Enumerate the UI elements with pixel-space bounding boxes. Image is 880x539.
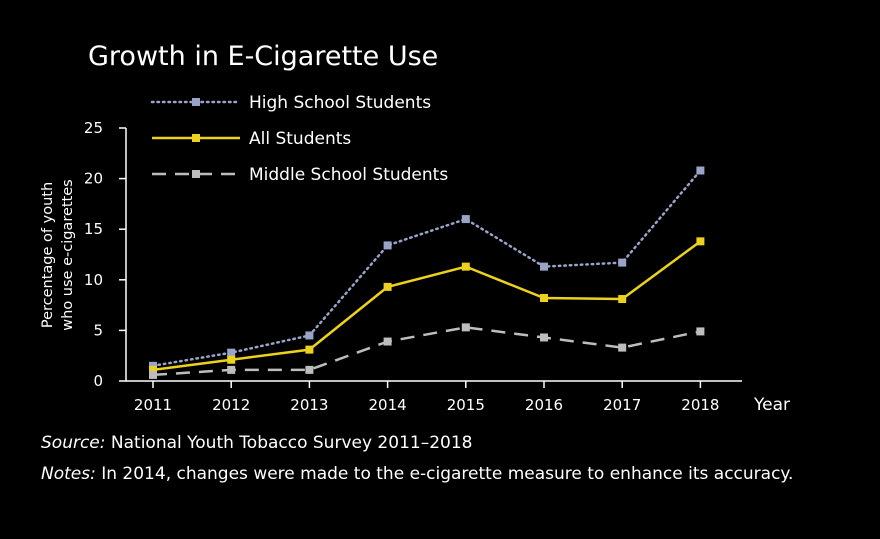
- legend-item-all-students: All Students: [152, 129, 351, 149]
- chart-title: Growth in E-Cigarette Use: [88, 41, 438, 72]
- series-line-all-students: [152, 240, 702, 372]
- x-tick-label: 2011: [134, 396, 172, 414]
- x-tick-label: 2017: [603, 396, 641, 414]
- y-tick-label: 0: [93, 372, 103, 390]
- x-tick-label: 2012: [212, 396, 250, 414]
- data-point-all-students: [383, 282, 392, 291]
- data-point-all-students: [540, 294, 548, 303]
- legend-item-middle-school-students: Middle School Students: [152, 165, 448, 185]
- x-axis-label: Year: [753, 395, 790, 415]
- series-middle-school-students: [149, 323, 705, 379]
- legend-swatch-marker: [192, 134, 200, 142]
- notes-label: Notes:: [41, 464, 96, 484]
- series-line-high-school-students: [151, 169, 702, 368]
- x-tick-label: 2018: [681, 396, 719, 414]
- y-tick-label: 5: [93, 321, 103, 339]
- series-high-school-students: [149, 166, 705, 370]
- data-point-high-school-students: [540, 262, 548, 271]
- x-tick-label: 2015: [447, 396, 485, 414]
- source-text: National Youth Tobacco Survey 2011–2018: [105, 433, 473, 453]
- data-point-high-school-students: [696, 166, 705, 175]
- data-point-high-school-students: [305, 331, 314, 340]
- data-point-high-school-students: [461, 215, 470, 224]
- y-tick-label: 10: [84, 271, 103, 289]
- data-point-all-students: [696, 237, 705, 246]
- data-point-middle-school-students: [618, 343, 627, 352]
- data-point-middle-school-students: [696, 327, 705, 336]
- legend-label: Middle School Students: [249, 165, 448, 185]
- data-point-middle-school-students: [305, 365, 314, 374]
- data-point-high-school-students: [227, 348, 236, 357]
- legend-swatch-marker: [192, 98, 200, 106]
- source-label: Source:: [41, 433, 106, 453]
- data-point-all-students: [618, 295, 627, 304]
- y-tick-label: 25: [84, 119, 103, 137]
- y-axis-label-line-2: who use e-cigarettes: [60, 179, 76, 330]
- y-axis-label-line-1: Percentage of youth: [40, 182, 56, 328]
- series-line-middle-school-students: [152, 326, 701, 377]
- data-point-high-school-students: [383, 241, 392, 250]
- data-point-middle-school-students: [461, 323, 470, 332]
- y-tick-label: 20: [84, 170, 103, 188]
- data-point-middle-school-students: [540, 333, 548, 342]
- x-tick-label: 2014: [369, 396, 407, 414]
- data-point-all-students: [227, 355, 236, 364]
- data-point-high-school-students: [618, 258, 627, 267]
- source-note: Source: National Youth Tobacco Survey 20…: [41, 433, 472, 453]
- data-point-high-school-students: [149, 361, 157, 370]
- notes-note: Notes: In 2014, changes were made to the…: [41, 464, 793, 484]
- legend-item-high-school-students: High School Students: [150, 93, 431, 113]
- legend-label: All Students: [249, 129, 351, 149]
- series-all-students: [149, 237, 705, 374]
- data-point-all-students: [305, 345, 314, 354]
- notes-text: In 2014, changes were made to the e-ciga…: [95, 464, 794, 484]
- y-tick-label: 15: [84, 220, 103, 238]
- x-tick-label: 2013: [290, 396, 328, 414]
- x-tick-label: 2016: [525, 396, 563, 414]
- legend-label: High School Students: [249, 93, 431, 113]
- data-point-middle-school-students: [383, 337, 392, 346]
- data-point-middle-school-students: [227, 365, 236, 374]
- legend-swatch-marker: [192, 170, 200, 178]
- data-point-all-students: [461, 262, 470, 271]
- data-point-middle-school-students: [149, 370, 157, 379]
- data-point-all-students: [149, 365, 157, 374]
